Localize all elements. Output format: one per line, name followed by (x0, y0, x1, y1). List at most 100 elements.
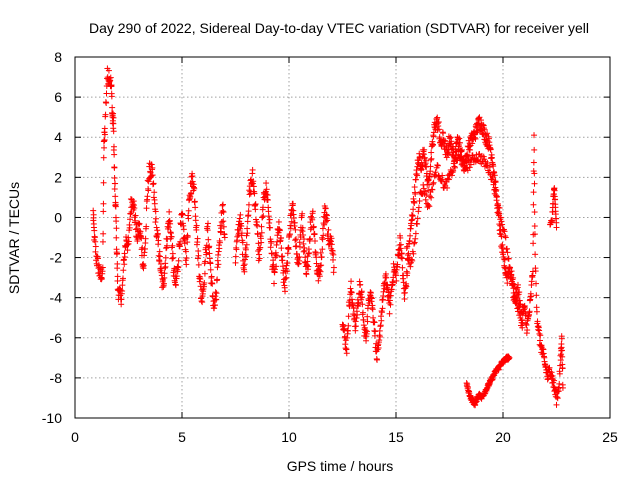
data-point (343, 350, 350, 357)
data-point (244, 230, 251, 237)
data-point (256, 255, 263, 262)
data-point (345, 313, 352, 320)
data-point (220, 223, 227, 230)
data-point (368, 295, 375, 302)
data-point (412, 230, 419, 237)
data-point (322, 205, 329, 212)
data-point (526, 308, 533, 315)
data-point (237, 225, 244, 232)
data-point (325, 226, 332, 233)
data-point (101, 125, 108, 132)
data-point (109, 104, 116, 111)
data-point (444, 184, 451, 191)
data-point (142, 245, 149, 252)
data-point (386, 310, 393, 317)
data-point (241, 268, 248, 275)
x-tick-label: 20 (495, 429, 511, 445)
data-point (286, 231, 293, 238)
data-point (444, 175, 451, 182)
data-point (499, 221, 506, 228)
data-point (191, 198, 198, 205)
data-point (369, 306, 376, 313)
data-point (319, 225, 326, 232)
data-point (119, 288, 126, 295)
data-point (371, 327, 378, 334)
data-point (207, 260, 214, 267)
data-point (254, 222, 261, 229)
data-point (530, 201, 537, 208)
data-point (143, 205, 150, 212)
data-point (371, 319, 378, 326)
data-point (530, 240, 537, 247)
data-point (553, 401, 560, 408)
data-point (411, 184, 418, 191)
data-point (244, 218, 251, 225)
data-point (179, 211, 186, 218)
data-point (236, 215, 243, 222)
data-point (252, 201, 259, 208)
data-point (300, 231, 307, 238)
data-point (202, 258, 209, 265)
data-point (559, 353, 566, 360)
data-point (363, 328, 370, 335)
data-point (125, 238, 132, 245)
data-point (450, 167, 457, 174)
data-point (126, 224, 133, 231)
data-point (207, 266, 214, 273)
data-point (559, 365, 566, 372)
data-point (531, 209, 538, 216)
data-point (486, 164, 493, 171)
data-point (167, 229, 174, 236)
data-point (119, 275, 126, 282)
data-point (378, 309, 385, 316)
data-point (107, 77, 114, 84)
data-point (399, 264, 406, 271)
data-point (480, 121, 487, 128)
data-point (531, 146, 538, 153)
data-point (408, 256, 415, 263)
data-point (259, 214, 266, 221)
data-point (113, 218, 120, 225)
data-point (390, 260, 397, 267)
data-point (376, 327, 383, 334)
data-point (522, 304, 529, 311)
data-point (406, 238, 413, 245)
y-tick-label: -10 (42, 410, 62, 426)
data-point (280, 279, 287, 286)
data-point (466, 146, 473, 153)
data-point (297, 243, 304, 250)
data-point (414, 220, 421, 227)
data-point (505, 255, 512, 262)
data-point (313, 254, 320, 261)
data-point (107, 74, 114, 81)
data-point (260, 204, 267, 211)
data-point (193, 222, 200, 229)
data-point (151, 189, 158, 196)
data-point (213, 296, 220, 303)
data-point (489, 174, 496, 181)
data-point (243, 241, 250, 248)
data-point (169, 255, 176, 262)
data-point (542, 363, 549, 370)
data-point (422, 188, 429, 195)
data-point (423, 192, 430, 199)
data-point (217, 222, 224, 229)
data-point (153, 215, 160, 222)
x-tick-label: 15 (388, 429, 404, 445)
data-point (322, 218, 329, 225)
data-point (251, 190, 258, 197)
data-point (429, 141, 436, 148)
data-point (216, 245, 223, 252)
data-point (456, 139, 463, 146)
data-point (317, 249, 324, 256)
data-point (292, 226, 299, 233)
data-point (407, 263, 414, 270)
data-point (324, 217, 331, 224)
data-point (362, 327, 369, 334)
data-point (531, 223, 538, 230)
data-point (330, 251, 337, 258)
data-point (164, 242, 171, 249)
data-point (180, 222, 187, 229)
data-point (258, 229, 265, 236)
